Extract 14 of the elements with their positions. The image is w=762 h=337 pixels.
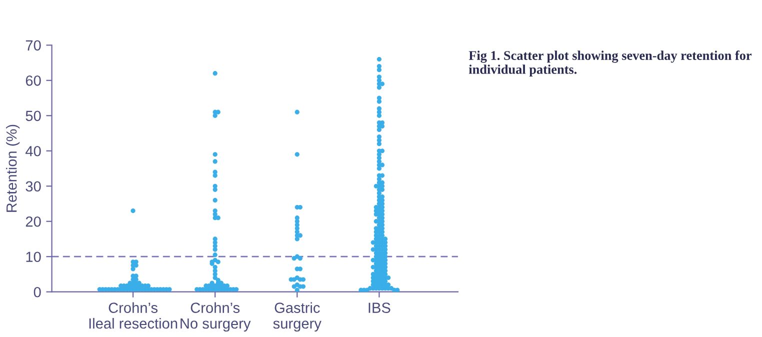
- x-tick-label: Crohn’s No surgery: [180, 302, 251, 332]
- y-tick-label: 70: [26, 40, 41, 51]
- y-axis-title: Retention (%): [6, 124, 20, 212]
- x-tick-label: Gastric surgery: [273, 302, 322, 332]
- y-tick-label: 10: [26, 252, 41, 262]
- x-tick-label: Crohn’s Ileal resection: [89, 302, 178, 329]
- y-tick-label: 0: [34, 286, 41, 298]
- y-tick-label: 60: [26, 76, 41, 86]
- y-tick-label: 50: [26, 110, 41, 122]
- x-tick-label: IBS: [368, 302, 390, 313]
- y-tick-label: 20: [26, 216, 41, 227]
- y-tick-label: 40: [26, 146, 41, 156]
- text: Fig 1. Scatter plot showing seven-day retention for individual patients.: [468, 50, 752, 77]
- y-tick-label: 30: [26, 181, 41, 192]
